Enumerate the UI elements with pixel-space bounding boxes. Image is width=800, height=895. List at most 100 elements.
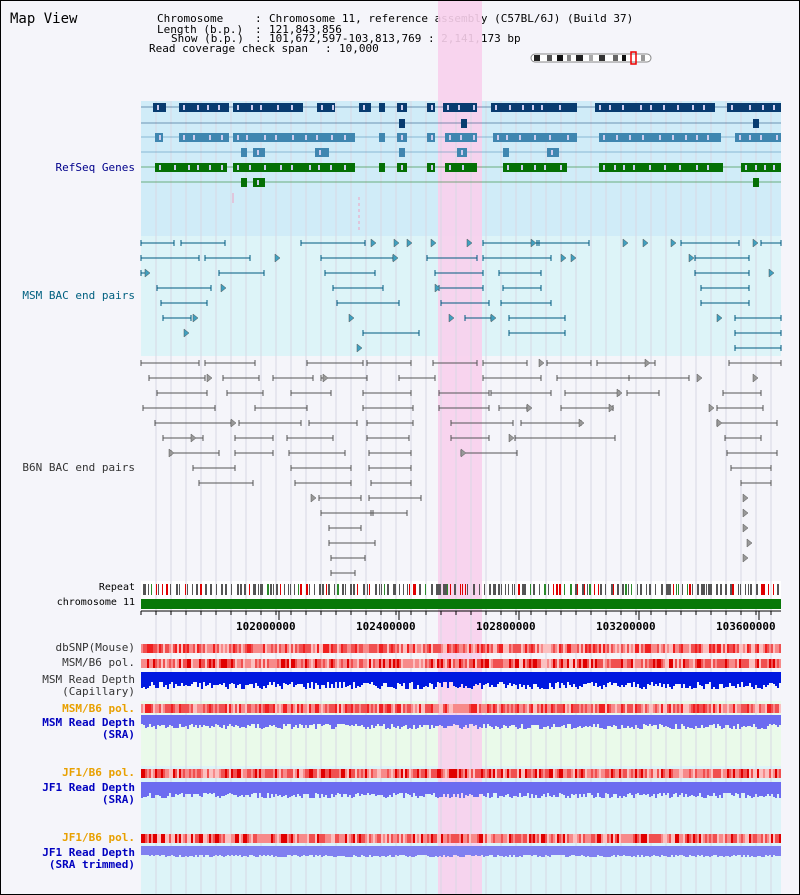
read-depth-bar [467, 672, 469, 688]
polymorphism-cell [481, 659, 483, 668]
polymorphism-cell [533, 704, 535, 713]
polymorphism-cell [545, 769, 547, 778]
polymorphism-cell [773, 834, 775, 843]
read-depth-bar [489, 782, 491, 798]
track-label-msm-bac[interactable]: MSM BAC end pairs [22, 289, 135, 302]
read-depth-bar [779, 715, 781, 725]
polymorphism-cell [169, 834, 171, 843]
polymorphism-cell [241, 659, 243, 668]
polymorphism-cell [239, 834, 241, 843]
polymorphism-cell [353, 834, 355, 843]
polymorphism-cell [771, 644, 773, 653]
msm-bac-track[interactable] [140, 238, 782, 353]
polymorphism-cell [253, 659, 255, 668]
gene-exon-mark [275, 135, 277, 140]
read-depth-bar [687, 672, 689, 688]
polymorphism-cell [701, 659, 703, 668]
polymorphism-cell [351, 659, 353, 668]
polymorphism-cell [159, 834, 161, 843]
polymorphism-cell [329, 644, 331, 653]
polymorphism-cell [597, 644, 599, 653]
polymorphism-cell [591, 644, 593, 653]
track-label-jf1-depth-trim[interactable]: JF1 Read Depth [42, 846, 135, 859]
polymorphism-cell [371, 644, 373, 653]
read-depth-bar [349, 672, 351, 685]
track-label-msm-b6-pol-2[interactable]: MSM/B6 pol. [62, 702, 135, 715]
polymorphism-cell [353, 769, 355, 778]
gene-exon-mark [659, 135, 661, 140]
track-label-jf1-depth-sra[interactable]: JF1 Read Depth [42, 781, 135, 794]
polymorphism-cell [297, 659, 299, 668]
read-depth-bar [283, 672, 285, 683]
polymorphism-cell [361, 704, 363, 713]
chromosome-ideogram[interactable] [530, 51, 652, 65]
chromosome-bar[interactable] [141, 599, 781, 609]
b6n-bac-pair-arrow [168, 448, 175, 458]
track-label-repeat[interactable]: Repeat [98, 582, 135, 593]
read-depth-bar [419, 846, 421, 855]
polymorphism-cell [455, 834, 457, 843]
track-label-b6n-bac[interactable]: B6N BAC end pairs [22, 461, 135, 474]
track-label-msm-depth-cap[interactable]: MSM Read Depth [42, 673, 135, 686]
gene-exon-mark [221, 165, 223, 170]
read-depth-bar [257, 715, 259, 724]
read-depth-bar [753, 672, 755, 689]
track-label-jf1-b6-pol-1[interactable]: JF1/B6 pol. [62, 766, 135, 779]
refseq-genes-track[interactable] [141, 103, 781, 233]
polymorphism-cell [191, 834, 193, 843]
polymorphism-cell [731, 834, 733, 843]
polymorphism-cell [339, 659, 341, 668]
polymorphism-cell [179, 644, 181, 653]
gene-exon-mark [696, 135, 698, 140]
polymorphism-cell [589, 834, 591, 843]
read-depth-tracks[interactable] [141, 672, 781, 857]
read-depth-bar [775, 672, 777, 686]
read-depth-bar [759, 846, 761, 856]
polymorphism-cell [269, 659, 271, 668]
read-depth-bar [773, 672, 775, 684]
read-depth-bar [641, 782, 643, 795]
polymorphism-cell [311, 834, 313, 843]
repeat-element [395, 584, 396, 595]
track-label-refseq[interactable]: RefSeq Genes [55, 161, 135, 174]
read-depth-bar [477, 672, 479, 685]
polymorphism-cell [497, 644, 499, 653]
read-depth-bar [141, 782, 143, 798]
track-label-msm-depth-sra[interactable]: MSM Read Depth [42, 716, 135, 729]
polymorphism-cell [349, 769, 351, 778]
read-depth-bar [541, 715, 543, 729]
repeat-element [148, 584, 149, 595]
polymorphism-cell [615, 644, 617, 653]
polymorphism-cell [395, 659, 397, 668]
track-label-msm-b6-pol-1[interactable]: MSM/B6 pol. [62, 656, 135, 669]
polymorphism-cell [333, 659, 335, 668]
read-depth-bar [265, 846, 267, 856]
read-depth-bar [589, 782, 591, 793]
read-depth-bar [171, 715, 173, 726]
polymorphism-cell [157, 769, 159, 778]
gene-exon-mark [629, 135, 631, 140]
read-depth-bar [403, 846, 405, 855]
polymorphism-cell [219, 704, 221, 713]
polymorphism-cell [383, 769, 385, 778]
read-depth-bar [657, 846, 659, 856]
read-depth-bar [553, 846, 555, 855]
read-depth-bar [757, 672, 759, 688]
track-label-jf1-b6-pol-2[interactable]: JF1/B6 pol. [62, 831, 135, 844]
read-depth-bar [683, 715, 685, 726]
b6n-bac-track[interactable] [140, 358, 782, 576]
gene-exon-mark [764, 165, 766, 170]
polymorphism-cell [651, 769, 653, 778]
read-depth-bar [729, 672, 731, 683]
polymorphism-cell [657, 834, 659, 843]
polymorphism-heat-tracks[interactable] [141, 644, 781, 843]
repeat-track[interactable] [143, 584, 779, 595]
polymorphism-cell [757, 659, 759, 668]
polymorphism-cell [173, 704, 175, 713]
gene-exon-mark [739, 135, 741, 140]
b6n-bac-pair-arrow [230, 418, 237, 428]
track-label-dbsnp[interactable]: dbSNP(Mouse) [55, 641, 135, 654]
polymorphism-cell [555, 769, 557, 778]
polymorphism-cell [169, 659, 171, 668]
